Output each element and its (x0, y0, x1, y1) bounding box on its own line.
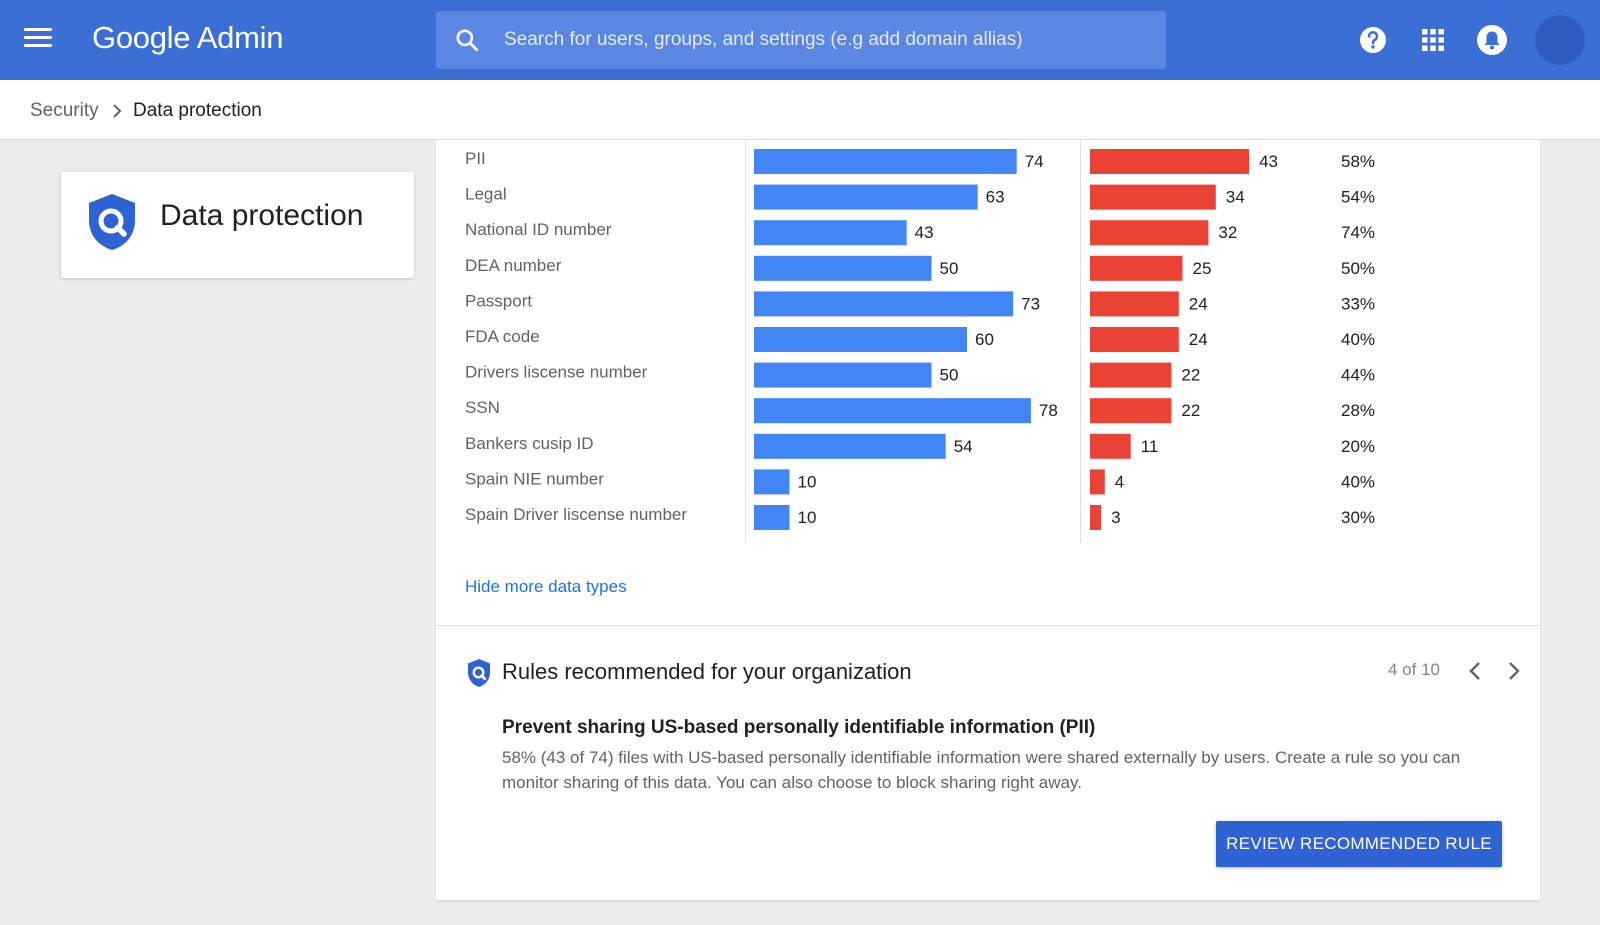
red-bar-value: 24 (1189, 330, 1208, 349)
red-bar-value: 43 (1259, 152, 1278, 171)
search-icon[interactable] (454, 27, 480, 53)
chevron-left-icon[interactable] (1463, 656, 1487, 686)
shield-search-icon (89, 194, 135, 250)
blue-bar-value: 74 (1025, 152, 1044, 171)
blue-bar-value: 60 (975, 330, 994, 349)
red-bar (1090, 220, 1209, 246)
category-label: Drivers liscense number (465, 363, 648, 382)
category-label: PII (465, 149, 486, 168)
divider (436, 625, 1540, 626)
blue-bar (754, 149, 1017, 174)
red-bar (1090, 149, 1250, 174)
category-label: Spain NIE number (465, 469, 604, 488)
recommendation-description: 58% (43 of 74) files with US-based perso… (502, 748, 1461, 792)
red-bar (1090, 291, 1179, 317)
blue-bar (754, 433, 946, 459)
blue-bar-value: 43 (915, 223, 934, 242)
category-label: DEA number (465, 256, 562, 275)
chevron-right-icon (113, 104, 122, 118)
category-label: Bankers cusip ID (465, 434, 594, 453)
data-protection-card: Data protection (61, 172, 414, 278)
blue-bar (754, 291, 1014, 317)
red-bar-value: 25 (1193, 259, 1212, 278)
red-bar-value: 22 (1181, 366, 1200, 385)
apps-grid-icon[interactable] (1417, 24, 1449, 56)
menu-icon[interactable] (24, 28, 52, 52)
review-recommended-rule-button[interactable]: REVIEW RECOMMENDED RULE (1216, 821, 1502, 867)
red-bar-value: 22 (1181, 401, 1200, 420)
percentage-label: 74% (1341, 223, 1375, 242)
blue-bar-value: 10 (798, 508, 817, 527)
percentage-label: 28% (1341, 401, 1375, 420)
percentage-label: 40% (1341, 330, 1375, 349)
percentage-label: 20% (1341, 437, 1375, 456)
data-types-chart: PII 74 43 58%Legal 63 34 54%National ID number… (465, 140, 1375, 543)
percentage-label: 50% (1341, 259, 1375, 278)
red-bar-value: 11 (1141, 437, 1159, 456)
red-bar (1090, 255, 1183, 281)
sidebar-title: Data protection (160, 199, 364, 232)
percentage-label: 30% (1341, 508, 1375, 527)
search-bar[interactable] (436, 11, 1166, 69)
blue-bar (754, 327, 967, 352)
shield-search-icon (468, 659, 490, 687)
hide-more-data-types-link[interactable]: Hide more data types (465, 577, 627, 596)
red-bar (1090, 184, 1216, 210)
category-label: Legal (465, 185, 507, 204)
blue-bar (754, 220, 907, 246)
red-bar-value: 32 (1218, 223, 1237, 242)
blue-bar (754, 505, 790, 530)
search-input[interactable] (504, 11, 1144, 69)
recommendation-heading: Prevent sharing US-based personally iden… (502, 717, 1096, 738)
red-bar (1090, 362, 1172, 388)
red-bar-value: 4 (1115, 472, 1124, 491)
help-icon[interactable] (1357, 24, 1389, 56)
category-label: Spain Driver liscense number (465, 505, 687, 524)
category-label: Passport (465, 291, 532, 310)
percentage-label: 33% (1341, 294, 1375, 313)
blue-bar-value: 73 (1021, 294, 1040, 313)
red-bar (1090, 398, 1172, 424)
blue-bar-value: 50 (940, 366, 959, 385)
blue-bar-value: 50 (940, 259, 959, 278)
red-bar-value: 34 (1226, 188, 1245, 207)
breadcrumb-security-link[interactable]: Security (30, 100, 99, 121)
chevron-right-icon[interactable] (1502, 656, 1526, 686)
red-bar-value: 24 (1189, 294, 1208, 313)
category-label: SSN (465, 398, 500, 417)
blue-bar-value: 54 (954, 437, 973, 456)
red-bar (1090, 327, 1179, 352)
notifications-bell-icon[interactable] (1476, 24, 1508, 56)
breadcrumb: Security Data protection (0, 80, 1600, 140)
blue-bar-value: 63 (986, 188, 1005, 207)
blue-bar (754, 255, 932, 281)
rules-section-title: Rules recommended for your organization (502, 659, 912, 684)
blue-bar-value: 10 (798, 472, 817, 491)
blue-bar (754, 362, 932, 388)
category-label: FDA code (465, 327, 540, 346)
blue-bar (754, 398, 1031, 424)
pager-indicator: 4 of 10 (1388, 660, 1440, 679)
main-content-card: PII 74 43 58% Legal 63 34 54% National ID number… (436, 140, 1540, 900)
blue-bar-value: 78 (1039, 401, 1058, 420)
percentage-label: 54% (1341, 188, 1375, 207)
percentage-label: 44% (1341, 366, 1375, 385)
blue-bar (754, 469, 790, 495)
red-bar (1090, 469, 1105, 495)
red-bar (1090, 505, 1102, 530)
category-label: National ID number (465, 220, 612, 239)
red-bar-value: 3 (1111, 508, 1120, 527)
red-bar (1090, 433, 1131, 459)
account-avatar[interactable] (1535, 15, 1585, 65)
blue-bar (754, 184, 978, 210)
percentage-label: 40% (1341, 472, 1375, 491)
breadcrumb-current: Data protection (133, 100, 262, 121)
google-admin-logo[interactable]: Google Admin (92, 20, 284, 55)
percentage-label: 58% (1341, 152, 1375, 171)
top-app-bar: Google Admin (0, 0, 1600, 80)
